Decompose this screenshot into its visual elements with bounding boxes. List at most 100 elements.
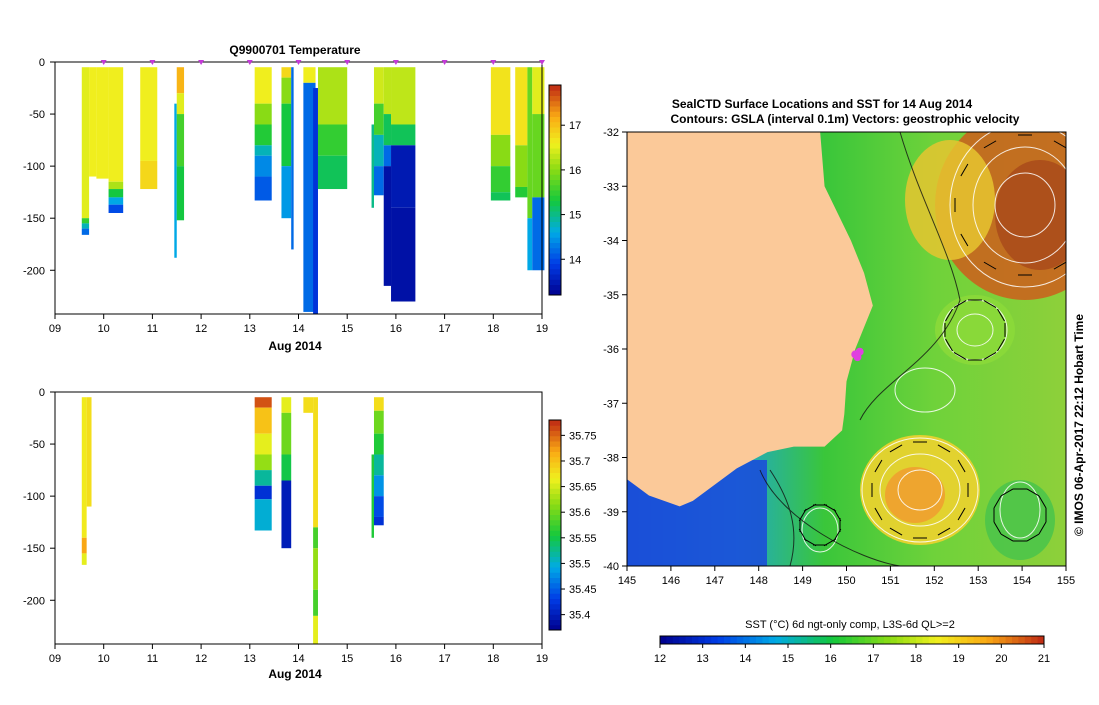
velocity-vector-23 [997,308,1005,322]
sst-colorbar-band-29 [845,636,853,644]
cast-15-segment-1 [383,114,392,146]
sst-colorbar-band-44 [941,636,949,644]
colorbar-band-21 [549,179,561,186]
x-tick-label-13: 13 [244,323,256,335]
geostrophic-velocity-vectors [798,134,1089,547]
sst-colorbar-band-51 [986,636,994,644]
sst-colorbar-band-16 [762,636,770,644]
y-tick-label--50: -50 [29,439,45,451]
cast-2-segment-1 [254,407,272,434]
map-x-tick-label-147: 147 [706,575,724,587]
velocity-vector-37 [1038,521,1047,535]
colorbar-frame [548,84,562,296]
cast-13-segment-0 [371,124,374,208]
cast-15-segment-0 [383,67,392,115]
sst-colorbar-band-10 [724,636,731,644]
colorbar-band-3 [549,609,561,615]
cast-7-segment-0 [373,397,384,411]
velocity-vector-34 [937,444,951,453]
colorbar-band-17 [549,535,561,542]
sst-colorbar-band-24 [813,636,821,644]
y-tick-label--150: -150 [23,543,45,555]
cast-9-segment-0 [291,67,294,250]
cast-18-segment-0 [515,67,528,146]
colorbar-band-37 [549,430,561,437]
x-tick-label-12: 12 [195,323,207,335]
sst-colorbar-band-14 [749,636,757,644]
colorbar-band-1 [549,619,561,626]
temperature-profile-markers [100,60,545,65]
sst-colorbar-band-59 [1037,636,1045,644]
sst-colorbar-tick-label-15: 15 [782,653,794,665]
cast-10-segment-1 [303,82,316,312]
colorbar-band-37 [549,95,561,102]
map-y-tick-label--36: -36 [603,344,619,356]
colorbar-band-34 [549,446,561,452]
sst-colorbar-band-27 [832,636,840,644]
sst-colorbar-band-40 [916,636,923,644]
colorbar-band-10 [549,237,561,243]
colorbar-band-14 [549,551,561,557]
sst-map-panel: SealCTD Surface Locations and SST for 14… [603,97,1089,665]
cast-6-segment-2 [176,114,185,167]
colorbar-band-39 [549,420,561,426]
temperature-plot-frame [54,61,543,315]
colorbar-band-6 [549,258,561,264]
colorbar-band-28 [549,142,561,149]
cast-16-segment-2 [391,145,416,208]
sst-colorbar-band-23 [807,636,815,644]
cast-14-segment-0 [373,67,384,104]
cast-19-segment-1 [527,218,533,271]
sst-colorbar-band-50 [980,636,987,644]
colorbar-band-19 [549,190,561,196]
cast-3-segment-2 [108,189,124,198]
cast-7-segment-3 [254,145,272,156]
sst-colorbar-band-35 [884,636,891,644]
velocity-vector-16 [953,352,967,360]
colorbar-band-26 [549,153,561,159]
colorbar-band-18 [549,530,561,536]
map-x-tick-label-154: 154 [1013,575,1031,587]
x-tick-label-18: 18 [487,323,499,335]
cast-6-segment-1 [176,93,185,115]
sst-colorbar-band-53 [999,636,1007,644]
temperature-title: Q9900701 Temperature [229,43,361,57]
map-x-tick-label-152: 152 [925,575,943,587]
cast-17-segment-2 [490,166,511,193]
colorbar-band-2 [549,614,561,620]
cast-5-segment-1 [313,527,318,549]
velocity-vector-29 [874,507,883,521]
sst-colorbar-band-7 [704,636,712,644]
sst-colorbar-band-4 [685,636,693,644]
velocity-vector-25 [957,507,966,521]
profile-marker-0 [100,60,107,65]
colorbar-band-33 [549,116,561,123]
velocity-vector-11 [1082,164,1089,176]
cast-5-segment-3 [313,589,318,616]
warm-eddy-northeast-core [995,160,1066,270]
cast-7-segment-3 [373,454,384,476]
colorbar-band-7 [549,588,561,594]
map-colorbar-label: SST (°C) 6d ngt-only comp, L3S-6d QL>=2 [745,619,955,631]
colorbar-band-27 [549,483,561,489]
sst-colorbar-band-37 [896,636,904,644]
x-tick-label-17: 17 [438,323,450,335]
temperature-y-axis: 0 -50 -100 -150 -200 [23,57,55,277]
map-x-tick-label-146: 146 [662,575,680,587]
sst-colorbar-band-8 [711,636,719,644]
cast-16-segment-0 [391,67,416,125]
x-tick-label-13: 13 [244,653,256,665]
sst-colorbar-band-45 [948,636,955,644]
cast-8-segment-0 [281,67,292,78]
colorbar-tick-label-35.55: 35.55 [569,533,597,545]
cast-4-segment-1 [140,160,158,190]
map-y-axis: -32 -33 -34 -35 -36 -37 -38 -39 -40 [603,127,627,573]
colorbar-frame [548,419,562,631]
cast-14-segment-2 [373,134,384,167]
cast-14-segment-3 [373,166,384,196]
map-x-tick-label-150: 150 [837,575,855,587]
colorbar-band-28 [549,477,561,484]
cool-patch [985,480,1055,560]
velocity-vector-20 [953,300,967,308]
land-mass [627,132,873,507]
